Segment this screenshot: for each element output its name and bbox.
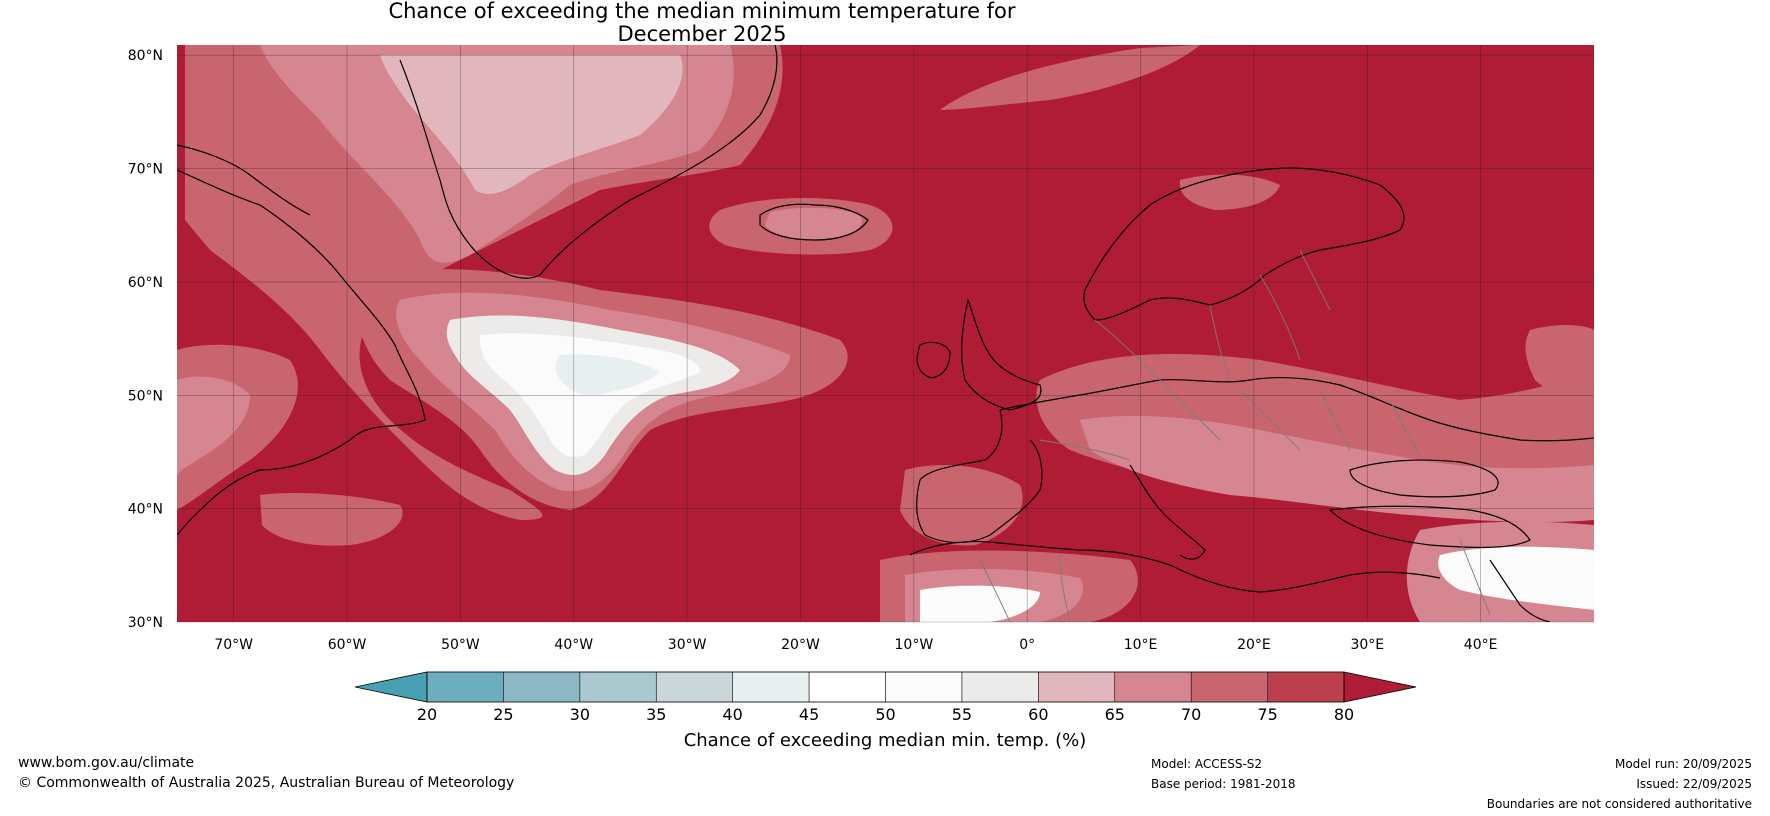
border-1 xyxy=(1094,319,1161,381)
lon-tick-label: 40°E xyxy=(1464,637,1498,653)
region-west-65 xyxy=(177,376,250,475)
lat-tick-label: 40°N xyxy=(128,502,163,518)
coast-ireland xyxy=(916,341,951,379)
region-westbox-70 xyxy=(260,493,403,546)
border-10 xyxy=(979,559,1011,622)
colorbar-tick-label: 35 xyxy=(646,705,666,724)
coast-canada xyxy=(177,169,426,536)
colorbar-tick-label: 70 xyxy=(1181,705,1201,724)
region-eastnorth-70 xyxy=(1525,325,1594,400)
region-iberia-70 xyxy=(900,465,1023,546)
colorbar-tick-label: 60 xyxy=(1028,705,1048,724)
colorbar-segment xyxy=(885,671,963,703)
lon-tick-label: 20°E xyxy=(1237,637,1271,653)
region-sandinavia-70 xyxy=(1179,174,1280,210)
lat-tick-label: 70°N xyxy=(128,162,163,178)
border-5 xyxy=(1239,389,1301,451)
lat-tick-label: 50°N xyxy=(128,388,163,404)
coast-italy xyxy=(1129,464,1206,560)
title-line-1: Chance of exceeding the median minimum t… xyxy=(388,0,1016,23)
coast-turkey xyxy=(1329,505,1531,549)
colorbar-segment xyxy=(426,671,504,703)
colorbar-tick-label: 40 xyxy=(722,705,742,724)
colorbar-segment xyxy=(1038,671,1115,703)
coast-iceland xyxy=(759,203,869,241)
footer-disclaimer: Boundaries are not considered authoritat… xyxy=(1486,797,1752,811)
colorbar-tick-label: 20 xyxy=(417,705,437,724)
coast-iberia xyxy=(916,409,1043,544)
lat-tick-label: 80°N xyxy=(128,48,163,64)
region-iceland-65 xyxy=(765,207,862,240)
coast-labrador xyxy=(177,144,311,216)
region-atlantic-55 xyxy=(479,333,700,457)
region-middleeast-55 xyxy=(1438,546,1594,610)
colorbar-segment xyxy=(1190,671,1268,703)
colorbar-segment xyxy=(1267,671,1345,703)
lat-tick-label: 30°N xyxy=(128,615,163,631)
coast-nafrica xyxy=(909,541,1441,593)
colorbar-segment xyxy=(579,671,657,703)
colorbar-segment xyxy=(961,671,1039,703)
colorbar-segment xyxy=(732,671,810,703)
colorbar-tick-label: 80 xyxy=(1334,705,1354,724)
colorbar-tick-label: 65 xyxy=(1105,705,1125,724)
footer-website[interactable]: www.bom.gov.au/climate xyxy=(18,755,195,771)
region-nafrica-55 xyxy=(920,585,1040,622)
colorbar-segment xyxy=(808,671,886,703)
title-line-2: December 2025 xyxy=(617,22,787,46)
colorbar: 20 25 30 35 40 45 50 55 60 65 70 75 80 xyxy=(354,671,1417,724)
lon-tick-label: 10°E xyxy=(1124,637,1158,653)
colorbar-tick-label: 25 xyxy=(493,705,513,724)
coast-scandinavia xyxy=(1083,167,1405,321)
lat-tick-label: 60°N xyxy=(128,275,163,291)
lon-tick-label: 60°W xyxy=(328,637,367,653)
border-8 xyxy=(1389,399,1421,456)
region-atlantic-50 xyxy=(555,354,660,396)
footer-base-period: Base period: 1981-2018 xyxy=(1151,777,1296,791)
colorbar-tick-label: 45 xyxy=(799,705,819,724)
colorbar-tick-label: 55 xyxy=(952,705,972,724)
border-2 xyxy=(1209,304,1231,381)
footer-model-run: Model run: 20/09/2025 xyxy=(1614,757,1752,771)
border-9 xyxy=(1299,249,1331,311)
colorbar-segment xyxy=(1114,671,1192,703)
colorbar-extend-high xyxy=(1343,671,1417,703)
coast-blacksea xyxy=(1349,459,1499,498)
colorbar-extend-low xyxy=(354,671,428,703)
border-7 xyxy=(1039,439,1131,461)
lon-tick-label: 50°W xyxy=(441,637,480,653)
border-11 xyxy=(1059,554,1071,622)
border-4 xyxy=(1159,379,1221,441)
map-title: Chance of exceeding the median minimum t… xyxy=(0,0,1404,46)
lon-tick-label: 70°W xyxy=(214,637,253,653)
lon-tick-label: 40°W xyxy=(554,637,593,653)
lon-tick-label: 0° xyxy=(1019,637,1035,653)
lon-tick-label: 30°W xyxy=(668,637,707,653)
lon-tick-label: 30°E xyxy=(1350,637,1384,653)
lon-tick-label: 20°W xyxy=(781,637,820,653)
colorbar-label: Chance of exceeding median min. temp. (%… xyxy=(684,730,1087,751)
colorbar-tick-label: 30 xyxy=(570,705,590,724)
footer-copyright: © Commonwealth of Australia 2025, Austra… xyxy=(18,775,515,791)
coast-levant xyxy=(1489,559,1551,622)
border-6 xyxy=(1319,389,1351,451)
region-arctic-70 xyxy=(940,45,1200,110)
region-greenland-60 xyxy=(380,55,683,195)
colorbar-tick-label: 75 xyxy=(1257,705,1277,724)
colorbar-segment xyxy=(503,671,581,703)
coast-europe-mainland xyxy=(999,376,1594,442)
border-3 xyxy=(1259,274,1301,361)
colorbar-tick-label: 50 xyxy=(875,705,895,724)
coast-greenland xyxy=(399,45,778,279)
colorbar-segment xyxy=(656,671,733,703)
footer-model: Model: ACCESS-S2 xyxy=(1151,757,1263,771)
border-12 xyxy=(1459,539,1491,616)
footer-issued: Issued: 22/09/2025 xyxy=(1636,777,1752,791)
lon-tick-label: 10°W xyxy=(895,637,934,653)
